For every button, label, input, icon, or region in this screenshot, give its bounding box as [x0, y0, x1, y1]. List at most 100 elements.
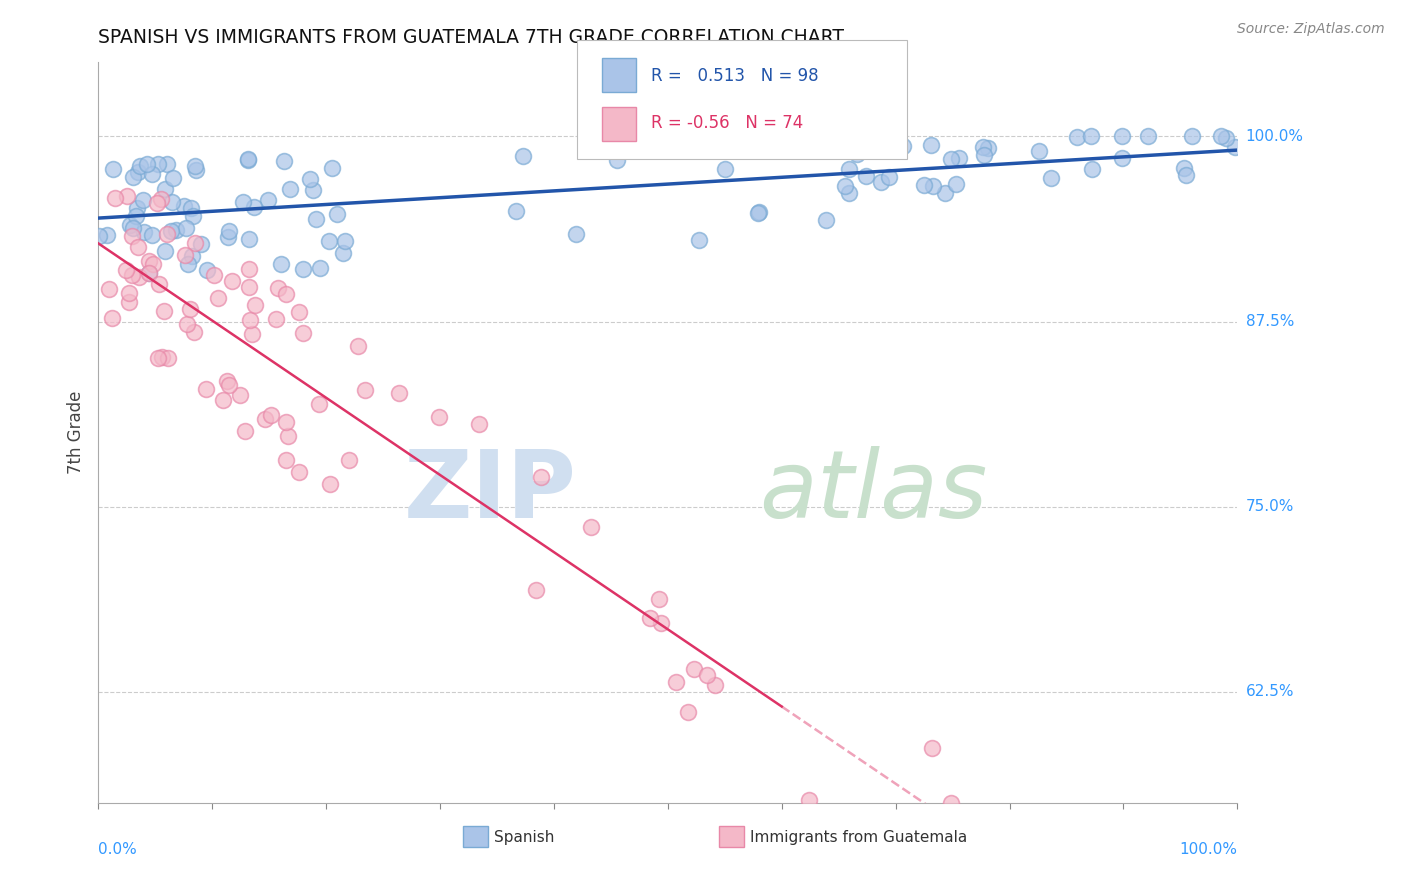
Point: [217, 229, 239, 244]
Point: [218, 224, 240, 238]
Text: Spanish: Spanish: [494, 830, 554, 845]
Point: [948, 151, 970, 165]
Point: [288, 305, 311, 319]
Text: 100.0%: 100.0%: [1246, 129, 1303, 144]
Point: [319, 476, 342, 491]
Point: [236, 152, 259, 166]
Point: [565, 227, 588, 241]
Point: [229, 388, 252, 402]
Point: [236, 153, 259, 167]
Point: [939, 796, 962, 810]
Point: [150, 192, 173, 206]
Point: [96, 227, 118, 242]
Point: [797, 793, 820, 807]
Point: [184, 235, 207, 250]
Point: [814, 212, 837, 227]
Point: [308, 397, 330, 411]
Point: [287, 465, 309, 479]
Point: [165, 223, 187, 237]
Point: [273, 153, 295, 168]
Point: [104, 191, 127, 205]
Point: [353, 383, 375, 397]
Point: [332, 246, 354, 260]
Point: [1215, 130, 1237, 145]
Point: [118, 295, 141, 310]
Point: [648, 592, 671, 607]
Point: [156, 351, 179, 365]
Point: [174, 248, 197, 262]
Point: [270, 257, 292, 271]
Point: [838, 161, 860, 176]
Point: [138, 266, 160, 280]
Point: [838, 186, 860, 200]
Point: [235, 424, 257, 438]
Point: [121, 268, 143, 282]
Point: [922, 179, 945, 194]
Point: [676, 705, 699, 719]
FancyBboxPatch shape: [576, 40, 907, 159]
Point: [238, 313, 260, 327]
Point: [650, 615, 672, 630]
Bar: [602, 58, 636, 92]
Point: [524, 583, 547, 598]
Point: [127, 239, 149, 253]
Point: [1137, 129, 1160, 144]
Point: [128, 159, 150, 173]
Point: [238, 262, 260, 277]
Point: [138, 266, 160, 280]
Point: [184, 159, 207, 173]
Point: [146, 351, 169, 366]
Point: [128, 270, 150, 285]
Point: [127, 165, 149, 179]
Text: R =   0.513   N = 98: R = 0.513 N = 98: [651, 67, 818, 85]
Point: [260, 409, 283, 423]
Point: [505, 203, 527, 218]
Point: [142, 257, 165, 271]
Point: [292, 326, 315, 340]
Point: [207, 291, 229, 305]
Point: [232, 194, 254, 209]
Point: [939, 153, 962, 167]
Point: [920, 138, 942, 153]
Point: [333, 234, 356, 248]
Point: [162, 171, 184, 186]
Point: [1040, 171, 1063, 186]
Point: [1173, 161, 1195, 175]
Point: [1066, 130, 1088, 145]
Point: [1028, 145, 1050, 159]
Point: [254, 412, 277, 426]
Point: [125, 202, 148, 216]
Point: [696, 668, 718, 682]
Point: [132, 225, 155, 239]
Point: [243, 298, 266, 312]
Point: [429, 409, 451, 424]
Point: [121, 220, 143, 235]
Point: [1181, 129, 1204, 144]
Point: [703, 678, 725, 692]
Point: [581, 520, 603, 534]
Point: [977, 141, 1000, 155]
Text: Source: ZipAtlas.com: Source: ZipAtlas.com: [1237, 22, 1385, 37]
Point: [120, 218, 142, 232]
Point: [606, 153, 628, 167]
Point: [834, 179, 856, 194]
Point: [467, 417, 489, 431]
Point: [121, 170, 143, 185]
Point: [264, 311, 287, 326]
Text: Immigrants from Guatemala: Immigrants from Guatemala: [749, 830, 967, 845]
Point: [291, 261, 314, 276]
Point: [243, 200, 266, 214]
Point: [830, 129, 852, 144]
Point: [305, 212, 328, 227]
Point: [891, 139, 914, 153]
Point: [173, 199, 195, 213]
Point: [1080, 129, 1102, 144]
Point: [121, 229, 143, 244]
Bar: [463, 827, 488, 847]
Point: [195, 382, 218, 396]
Point: [256, 193, 278, 207]
Point: [218, 378, 240, 392]
Point: [714, 161, 737, 176]
Point: [156, 227, 179, 242]
Point: [299, 172, 322, 186]
